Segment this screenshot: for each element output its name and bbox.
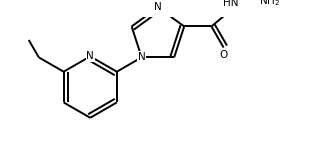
Text: N: N	[154, 2, 162, 12]
Text: HN: HN	[223, 0, 239, 8]
Text: O: O	[219, 50, 228, 60]
Text: NH$_2$: NH$_2$	[259, 0, 280, 8]
Text: N: N	[138, 52, 145, 62]
Text: N: N	[86, 51, 94, 61]
